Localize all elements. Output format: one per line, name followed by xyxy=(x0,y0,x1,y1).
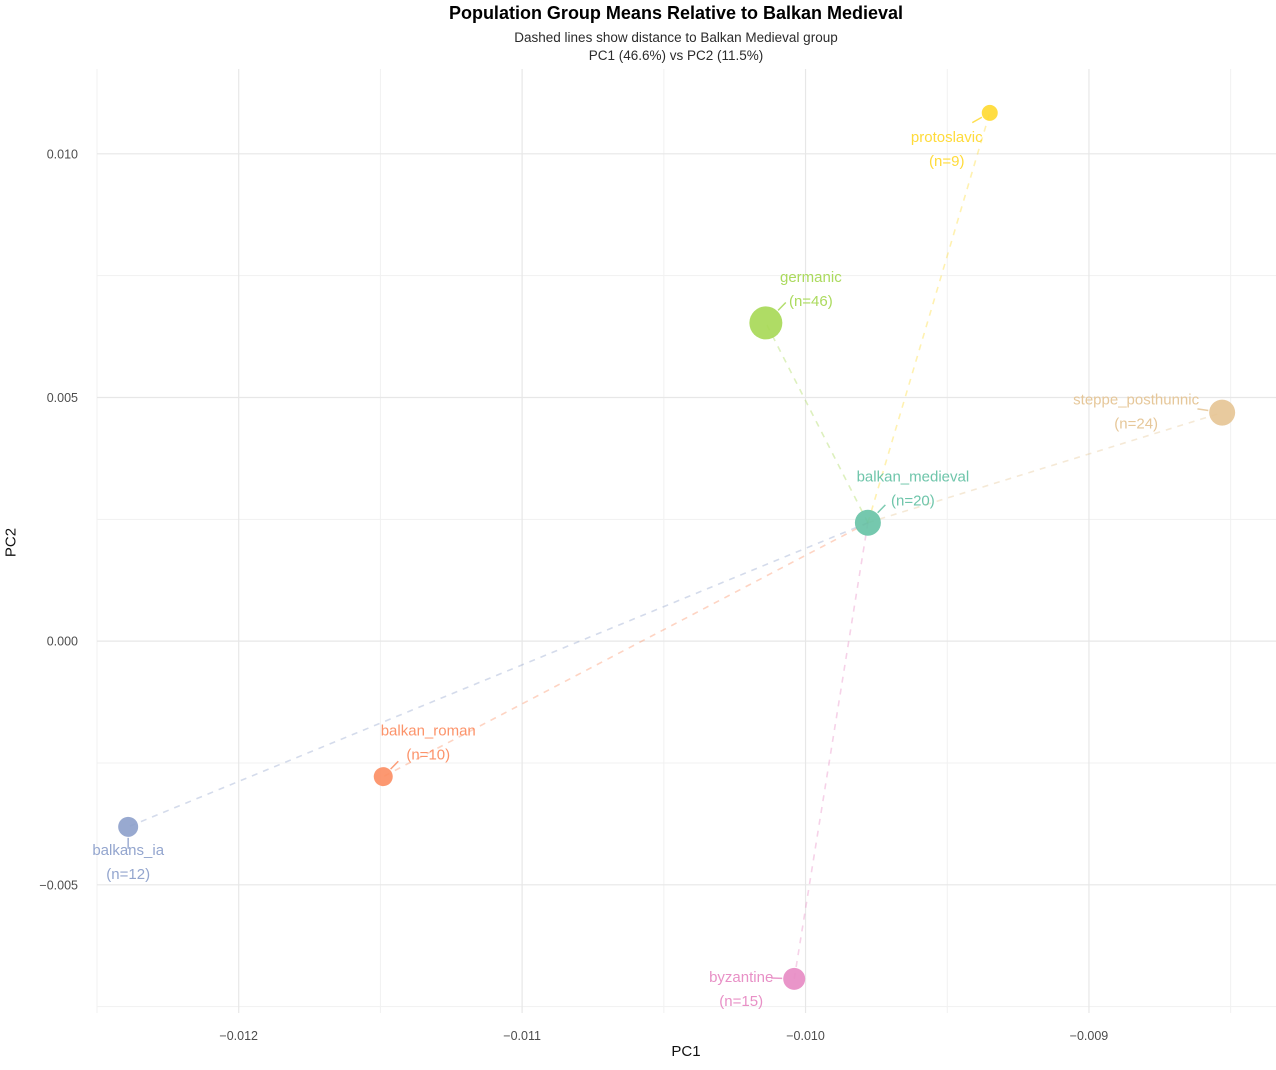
y-tick-label: 0.005 xyxy=(47,391,78,405)
count-label-byzantine: (n=15) xyxy=(719,993,763,1010)
count-label-protoslavic: (n=9) xyxy=(929,153,964,170)
count-label-steppe_posthunnic: (n=24) xyxy=(1114,416,1158,433)
leader-line-steppe_posthunnic xyxy=(1197,408,1209,412)
point-label-balkans_ia: balkans_ia xyxy=(92,842,164,859)
connector-line-balkans_ia xyxy=(127,521,869,828)
data-point-germanic xyxy=(749,306,783,340)
chart-subtitle-line2: PC1 (46.6%) vs PC2 (11.5%) xyxy=(588,48,764,63)
chart-title: Population Group Means Relative to Balka… xyxy=(448,3,904,23)
point-label-protoslavic: protoslavic xyxy=(911,129,983,146)
connector-line-germanic xyxy=(765,322,869,524)
point-label-balkan_roman: balkan_roman xyxy=(381,723,476,740)
connector-line-steppe_posthunnic xyxy=(867,411,1223,524)
count-label-germanic: (n=46) xyxy=(789,293,833,310)
data-point-balkans_ia xyxy=(118,816,139,837)
leader-line-protoslavic xyxy=(971,116,983,124)
leader-line-balkan_medieval xyxy=(877,504,886,514)
data-point-steppe_posthunnic xyxy=(1209,399,1236,426)
point-label-germanic: germanic xyxy=(780,269,842,286)
data-point-protoslavic xyxy=(981,104,998,121)
data-point-balkan_roman xyxy=(373,767,393,787)
point-label-balkan_medieval: balkan_medieval xyxy=(857,469,970,486)
data-point-balkan_medieval xyxy=(854,509,881,536)
point-label-byzantine: byzantine xyxy=(709,969,773,986)
x-tick-label: −0.012 xyxy=(219,1029,258,1043)
x-tick-label: −0.009 xyxy=(1070,1029,1109,1043)
count-label-balkan_medieval: (n=20) xyxy=(891,493,935,510)
y-tick-label: 0.000 xyxy=(47,635,78,649)
x-axis-title: PC1 xyxy=(671,1043,701,1060)
connector-line-byzantine xyxy=(793,522,869,980)
leader-line-balkan_roman xyxy=(390,760,399,770)
connector-line-protoslavic xyxy=(867,112,991,523)
x-tick-label: −0.010 xyxy=(786,1029,825,1043)
count-label-balkan_roman: (n=10) xyxy=(406,747,450,764)
chart-subtitle-line1: Dashed lines show distance to Balkan Med… xyxy=(514,30,838,45)
y-tick-label: −0.005 xyxy=(39,878,78,892)
x-tick-label: −0.011 xyxy=(503,1029,541,1043)
count-label-balkans_ia: (n=12) xyxy=(106,866,150,883)
point-label-steppe_posthunnic: steppe_posthunnic xyxy=(1073,392,1199,409)
leader-line-germanic xyxy=(777,302,787,311)
data-point-byzantine xyxy=(783,967,806,990)
y-tick-label: 0.010 xyxy=(47,147,78,161)
